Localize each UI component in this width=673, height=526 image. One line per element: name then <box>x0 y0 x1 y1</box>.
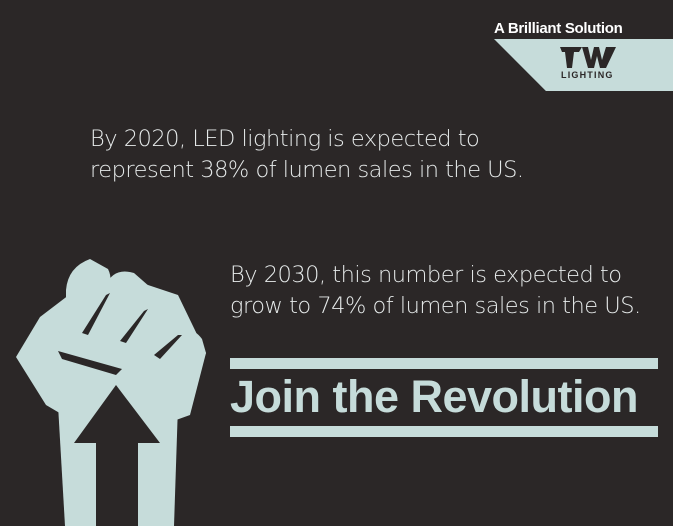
stat-2030: By 2030, this number is expected to grow… <box>230 262 641 319</box>
logo-wordmark: LIGHTING <box>561 70 614 80</box>
headline-rule-top <box>230 358 658 369</box>
headline: Join the Revolution <box>230 371 639 422</box>
raised-fist-icon <box>16 259 206 526</box>
brand-tagline: A Brilliant Solution <box>494 20 623 37</box>
tw-logo-icon <box>560 47 616 68</box>
stat-2020: By 2020, LED lighting is expected to rep… <box>90 126 524 183</box>
headline-rule-bottom <box>230 426 658 437</box>
